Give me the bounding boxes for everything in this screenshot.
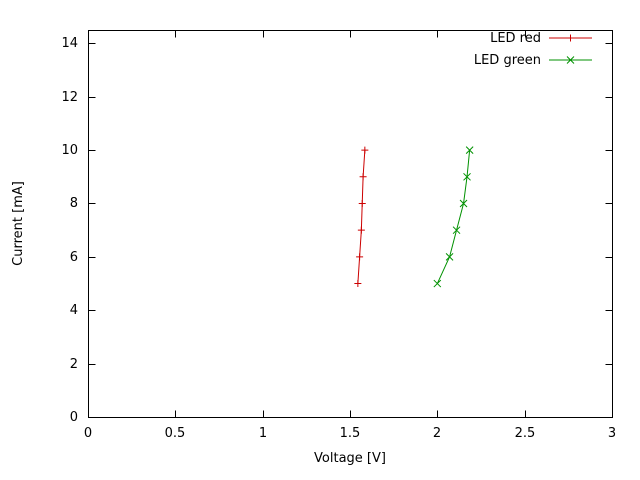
data-point-marker [356, 253, 364, 261]
legend-label: LED green [474, 53, 541, 68]
x-tick-label: 1 [259, 426, 267, 441]
y-tick-label: 4 [70, 303, 78, 318]
data-point-marker [465, 146, 474, 154]
x-tick-label: 2.5 [515, 426, 536, 441]
series-line [436, 150, 471, 284]
y-tick-label: 14 [61, 36, 78, 51]
data-point-marker [358, 199, 366, 207]
y-tick-label: 0 [70, 410, 78, 425]
y-tick-label: 10 [61, 143, 78, 158]
x-tick-label: 0.5 [165, 426, 186, 441]
x-tick-label: 0 [84, 426, 92, 441]
x-axis-label: Voltage [V] [314, 451, 386, 466]
data-point-marker [445, 253, 454, 261]
legend-label: LED red [490, 31, 541, 46]
y-tick-label: 6 [70, 250, 78, 265]
data-point-marker [361, 146, 369, 154]
data-point-marker [354, 280, 362, 288]
x-tick-label: 1.5 [340, 426, 361, 441]
axes [88, 30, 613, 418]
data-point-marker [566, 56, 575, 64]
series-line [357, 150, 366, 284]
series-led-red [354, 146, 369, 288]
data-point-marker [433, 279, 442, 288]
data-point-marker [357, 226, 365, 234]
y-axis-label: Current [mA] [11, 181, 26, 266]
y-tick-label: 12 [61, 90, 78, 105]
y-tick-label: 2 [70, 357, 78, 372]
y-tick-label: 8 [70, 196, 78, 211]
series-led-green [433, 146, 474, 288]
legend: LED red LED green [474, 31, 592, 68]
plot-border [88, 30, 613, 418]
data-point-marker [463, 172, 471, 181]
data-point-marker [359, 173, 367, 181]
x-tick-label: 3 [608, 426, 616, 441]
x-tick-label: 2 [433, 426, 441, 441]
data-point-marker [459, 199, 468, 208]
data-point-marker [452, 226, 461, 235]
data-point-marker [567, 34, 574, 42]
